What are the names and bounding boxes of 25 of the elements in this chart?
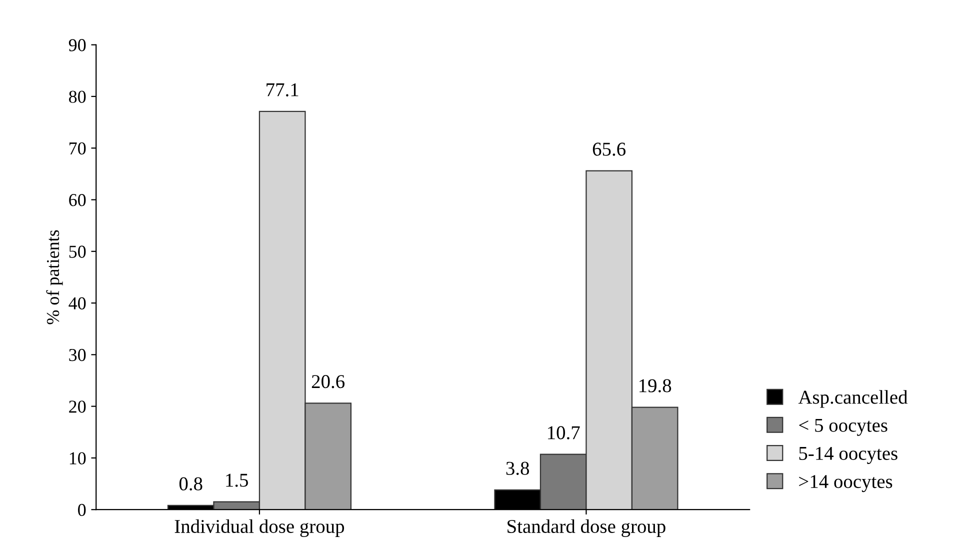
data-label: 3.8 bbox=[506, 462, 530, 475]
y-tick-label: 0 bbox=[78, 504, 86, 516]
y-tick-label: 10 bbox=[70, 452, 86, 464]
y-tick-label: 70 bbox=[70, 142, 86, 155]
data-label: 10.7 bbox=[548, 426, 580, 440]
y-axis-title: % of patients bbox=[46, 230, 63, 324]
y-tick-label: 20 bbox=[69, 400, 86, 413]
legend-label: Asp.cancelled bbox=[798, 390, 908, 408]
data-label: 20.6 bbox=[312, 375, 345, 388]
legend-label: < 5 oocytes bbox=[799, 418, 888, 436]
legend-label: 5-14 oocytes bbox=[799, 446, 898, 464]
x-tick-label: Individual dose group bbox=[174, 519, 344, 538]
y-tick-label: 80 bbox=[69, 90, 86, 103]
x-tick-label: Standard dose group bbox=[508, 519, 666, 538]
data-label: 0.8 bbox=[179, 477, 202, 490]
data-label: 19.8 bbox=[640, 379, 672, 392]
y-tick-label: 30 bbox=[69, 348, 86, 362]
y-tick-label: 90 bbox=[68, 39, 86, 52]
y-tick-label: 40 bbox=[68, 297, 86, 310]
y-tick-label: 60 bbox=[69, 194, 86, 206]
data-label: 77.1 bbox=[266, 83, 298, 96]
data-label: 65.6 bbox=[592, 142, 626, 156]
data-label: 1.5 bbox=[226, 474, 248, 487]
y-tick-label: 50 bbox=[69, 246, 86, 258]
legend-label: >14 oocytes bbox=[799, 475, 892, 492]
